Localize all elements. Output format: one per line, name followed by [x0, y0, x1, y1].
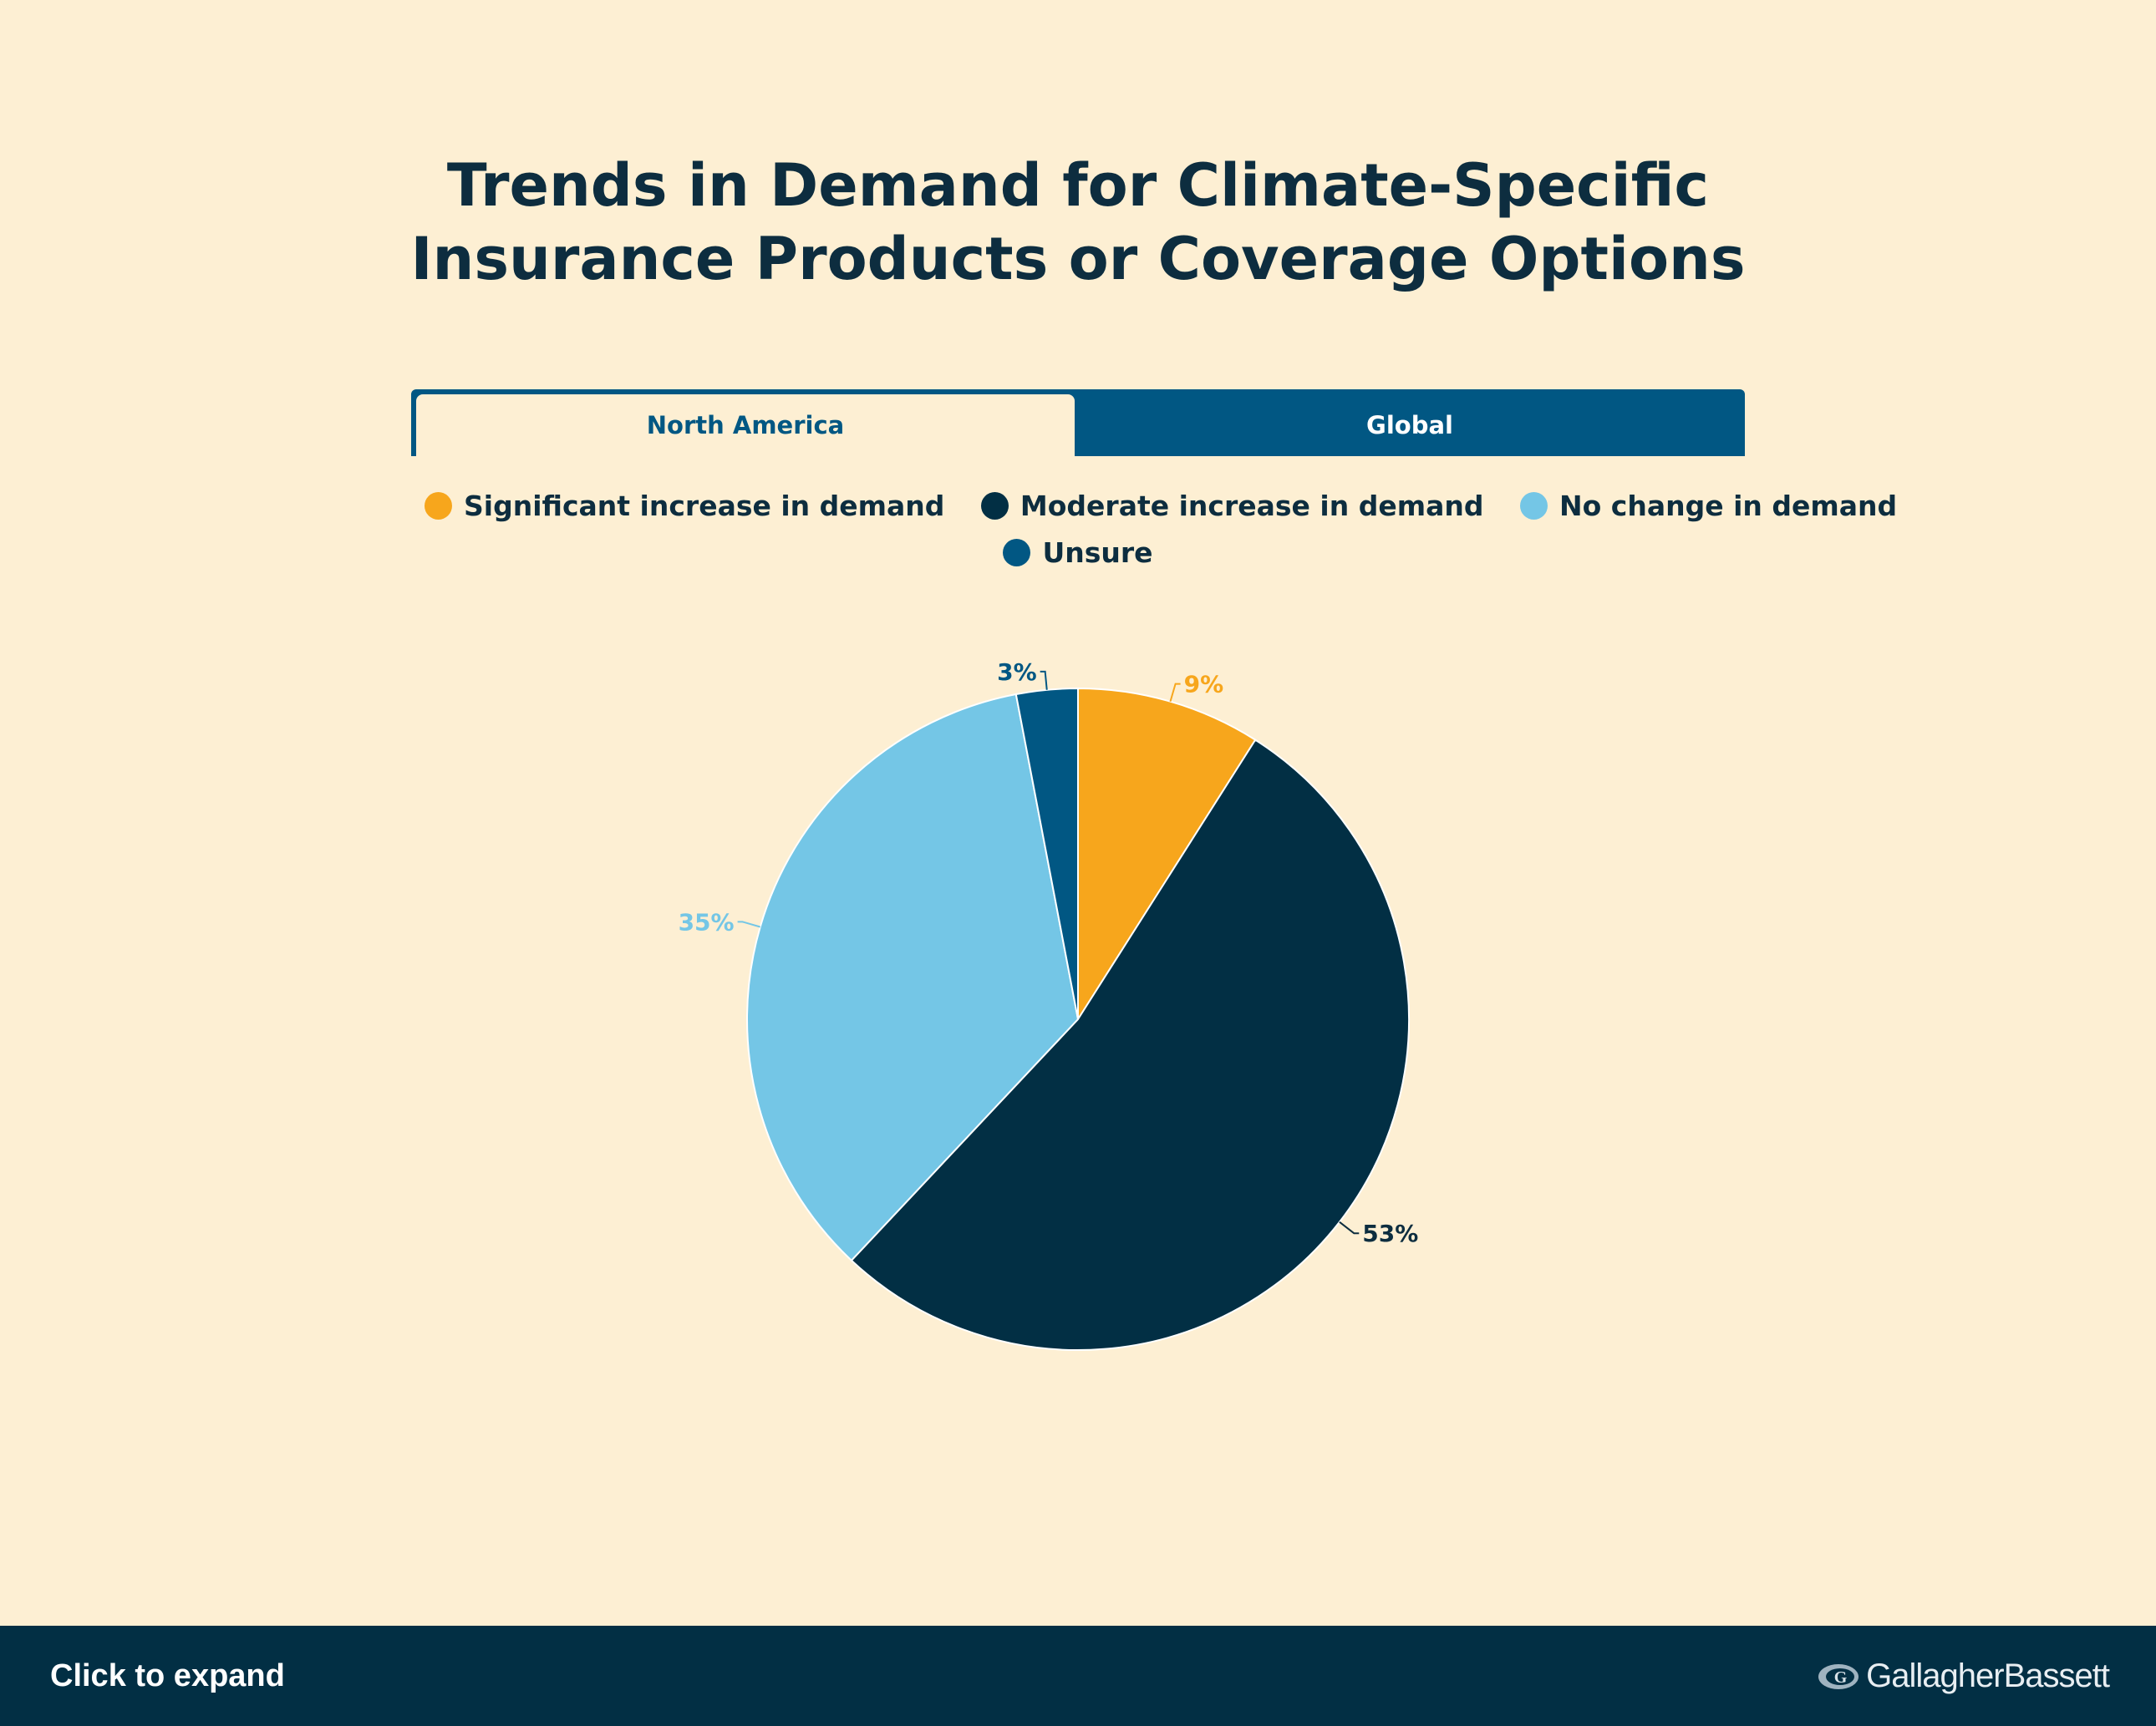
legend-swatch-no-change [1520, 492, 1548, 520]
leader-line-unsure [1040, 670, 1048, 690]
legend-label-no-change: No change in demand [1559, 490, 1898, 522]
legend-label-moderate-increase: Moderate increase in demand [1020, 490, 1484, 522]
legend-label-unsure: Unsure [1042, 536, 1153, 569]
brand-name-bassett: Bassett [2003, 1657, 2110, 1694]
legend-swatch-significant-increase [425, 492, 452, 520]
data-label-no-change-in-demand: 35% [679, 908, 735, 936]
legend-item-unsure[interactable]: Unsure [1003, 530, 1153, 576]
chart-title: Trends in Demand for Climate-Specific In… [0, 149, 2156, 296]
data-label-unsure: 3% [997, 658, 1037, 686]
brand-logo: G GallagherBassett [1818, 1626, 2110, 1726]
chart-legend: Significant increase in demand Moderate … [411, 483, 1897, 576]
pie-slice-no-change-in-demand[interactable] [746, 693, 1080, 1262]
pie-chart: 9% 53% 35% 3% [679, 658, 1418, 1351]
legend-label-significant-increase: Significant increase in demand [464, 490, 945, 522]
svg-text:G: G [1834, 1668, 1848, 1687]
chart-title-line-2: Insurance Products or Coverage Options [410, 225, 1746, 293]
legend-item-no-change[interactable]: No change in demand [1520, 483, 1897, 530]
pie-slice-unsure[interactable] [1014, 687, 1079, 1020]
data-label-moderate-increase-in-demand: 53% [1362, 1220, 1418, 1247]
footer-bar: Click to expand G GallagherBassett [0, 1626, 2156, 1726]
chart-title-line-1: Trends in Demand for Climate-Specific [446, 151, 1710, 220]
tab-north-america[interactable]: North America [416, 394, 1075, 456]
leader-line-moderate-increase-in-demand [1339, 1221, 1360, 1235]
region-tabs: North America Global [411, 389, 1745, 456]
brand-name-gallagher: Gallagher [1866, 1657, 2004, 1694]
legend-item-moderate-increase[interactable]: Moderate increase in demand [980, 483, 1484, 530]
gallagher-g-icon: G [1818, 1664, 1859, 1689]
click-to-expand-link[interactable]: Click to expand [50, 1658, 285, 1693]
data-label-significant-increase-in-demand: 9% [1184, 671, 1224, 698]
leader-line-significant-increase-in-demand [1169, 683, 1181, 703]
legend-swatch-moderate-increase [980, 492, 1009, 520]
leader-line-no-change-in-demand [737, 921, 761, 928]
tab-global[interactable]: Global [1366, 411, 1453, 439]
legend-item-significant-increase[interactable]: Significant increase in demand [425, 483, 944, 530]
legend-swatch-unsure [1003, 539, 1031, 566]
